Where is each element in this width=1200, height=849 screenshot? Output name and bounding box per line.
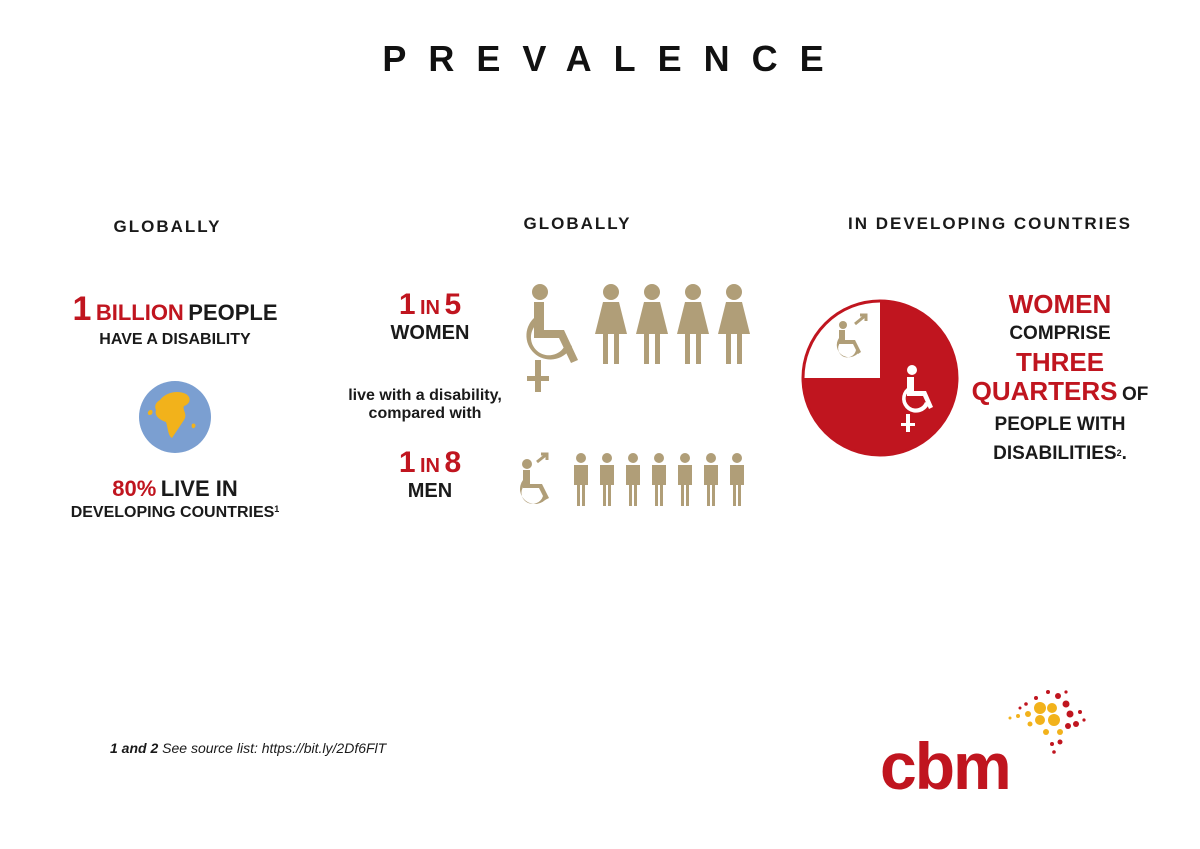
compared-text: live with a disability, compared with	[330, 387, 520, 423]
page-title: PREVALENCE	[382, 38, 846, 79]
billion-number: 1	[72, 290, 92, 328]
female-figure-icon	[636, 284, 668, 364]
col3-line1: WOMEN	[1008, 289, 1112, 319]
col3-line2: COMPRISE	[1009, 323, 1111, 344]
men-n1: 1	[398, 446, 416, 479]
globe-icon	[139, 381, 211, 453]
col3-text: WOMEN COMPRISE THREE QUARTERS OF PEOPLE …	[960, 290, 1160, 468]
cbm-logo-dots	[1008, 690, 1086, 754]
men-n2: 8	[444, 446, 462, 479]
women-icon-row	[526, 284, 750, 392]
female-figure-icon	[677, 284, 709, 364]
women-in: IN	[420, 297, 440, 319]
female-figure-icon	[718, 284, 750, 364]
male-figure-icon	[730, 453, 744, 506]
male-figure-icon	[626, 453, 640, 506]
pct-line2: DEVELOPING COUNTRIES	[70, 504, 275, 521]
footnote: 1 and 2 See source list: https://bit.ly/…	[110, 740, 386, 756]
col1-heading: GLOBALLY	[113, 217, 222, 236]
women-stat: 1 IN 5 WOMEN	[360, 288, 500, 345]
col3-line5: PEOPLE WITH	[994, 414, 1126, 435]
col3-line6-end: .	[1121, 443, 1127, 464]
pie-slice-women	[804, 302, 956, 454]
footnote-refs: 1 and 2	[110, 740, 159, 756]
col3-heading: IN DEVELOPING COUNTRIES	[847, 214, 1133, 233]
male-figure-icon	[652, 453, 666, 506]
middle-line2: compared with	[368, 405, 482, 422]
female-figure-icon	[595, 284, 627, 364]
billion-unit: BILLION	[95, 300, 184, 325]
women-n2: 5	[444, 288, 462, 321]
col3-line4a: QUARTERS	[971, 376, 1118, 406]
ref-2: 2	[1116, 448, 1122, 458]
women-label: WOMEN	[390, 322, 470, 344]
men-stat: 1 IN 8 MEN	[360, 446, 500, 503]
middle-line1: live with a disability,	[348, 387, 502, 404]
men-in: IN	[420, 455, 440, 477]
women-n1: 1	[398, 288, 416, 321]
pct-live-in: LIVE IN	[160, 476, 238, 501]
col3-line6: DISABILITIES	[993, 443, 1117, 464]
wheelchair-female-icon	[526, 284, 578, 392]
billion-line2: HAVE A DISABILITY	[99, 331, 251, 348]
col2-heading: GLOBALLY	[523, 214, 632, 233]
col3-line4b: OF	[1121, 384, 1149, 405]
billion-people: PEOPLE	[188, 300, 278, 325]
male-figure-icon	[704, 453, 718, 506]
male-figure-icon	[574, 453, 588, 506]
footnote-text: See source list: https://bit.ly/2Df6FlT	[162, 740, 387, 756]
ref-1: 1	[274, 504, 280, 514]
men-label: MEN	[407, 480, 453, 502]
wheelchair-male-icon	[520, 452, 549, 504]
male-figure-icon	[678, 453, 692, 506]
pct-number: 80%	[112, 476, 157, 501]
developing-stat: 80% LIVE IN DEVELOPING COUNTRIES1	[40, 476, 310, 522]
col3-line3: THREE	[1015, 347, 1105, 377]
wheelchair-male-icon	[836, 313, 868, 358]
cbm-logo-text: cbm	[880, 729, 1012, 803]
pie-chart	[801, 299, 959, 457]
male-figure-icon	[600, 453, 614, 506]
billion-stat: 1 BILLION PEOPLE HAVE A DISABILITY	[40, 290, 310, 349]
men-icon-row	[520, 452, 744, 506]
wheelchair-female-icon	[901, 365, 933, 432]
